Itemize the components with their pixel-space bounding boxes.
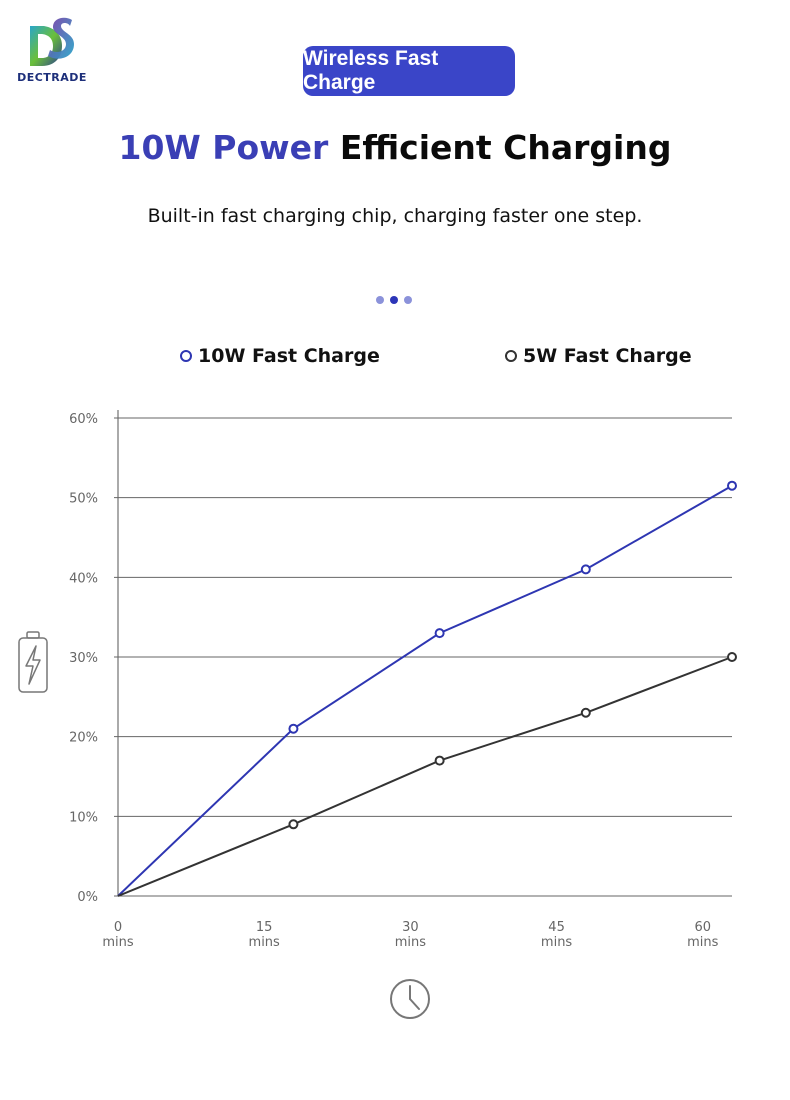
legend-marker-10w — [180, 350, 192, 362]
legend-label-10w: 10W Fast Charge — [198, 345, 380, 367]
data-point-10w — [580, 564, 591, 575]
series-line-5w — [117, 656, 733, 897]
page-subtitle: Built-in fast charging chip, charging fa… — [147, 205, 643, 227]
legend-label-5w: 5W Fast Charge — [523, 345, 692, 367]
page-title: 10W Power Efficient Charging — [0, 128, 790, 167]
x-tick-label: 45 — [548, 920, 565, 935]
y-tick-label: 40% — [69, 571, 98, 586]
legend-marker-5w — [505, 350, 517, 362]
legend-item-5w: 5W Fast Charge — [505, 345, 692, 367]
y-tick-label: 0% — [77, 890, 98, 905]
data-point-10w — [727, 480, 737, 491]
data-point-10w — [434, 628, 445, 639]
x-tick-label: 60 — [694, 920, 711, 935]
carousel-dot[interactable] — [404, 296, 412, 304]
x-tick-label: 0 — [114, 920, 122, 935]
data-point-10w — [288, 723, 299, 734]
carousel-dot[interactable] — [376, 296, 384, 304]
data-point-5w — [434, 755, 445, 766]
carousel-dots — [376, 296, 412, 306]
legend-item-10w: 10W Fast Charge — [180, 345, 380, 367]
data-point-5w — [580, 707, 591, 718]
x-tick-unit: mins — [395, 935, 427, 950]
data-point-5w — [288, 819, 299, 830]
brand-name: DECTRADE — [17, 71, 87, 84]
data-point-5w — [727, 652, 737, 662]
y-tick-label: 10% — [69, 810, 98, 825]
series-line-10w — [117, 484, 733, 897]
x-tick-unit: mins — [687, 935, 719, 950]
carousel-dot-active[interactable] — [390, 296, 398, 304]
y-tick-label: 20% — [69, 731, 98, 746]
y-tick-label: 60% — [69, 412, 98, 427]
y-tick-label: 30% — [69, 651, 98, 666]
brand-logo: DECTRADE — [6, 14, 96, 88]
title-rest: Efficient Charging — [339, 128, 672, 167]
x-tick-label: 15 — [256, 920, 273, 935]
x-tick-unit: mins — [102, 935, 134, 950]
battery-charging-icon — [18, 631, 48, 693]
x-tick-unit: mins — [541, 935, 573, 950]
feature-badge: Wireless Fast Charge — [303, 46, 515, 96]
x-tick-label: 30 — [402, 920, 419, 935]
brand-logo-mark — [30, 17, 74, 66]
title-accent: 10W Power — [118, 128, 329, 167]
clock-icon — [390, 979, 430, 1019]
x-tick-unit: mins — [249, 935, 281, 950]
y-tick-label: 50% — [69, 492, 98, 507]
